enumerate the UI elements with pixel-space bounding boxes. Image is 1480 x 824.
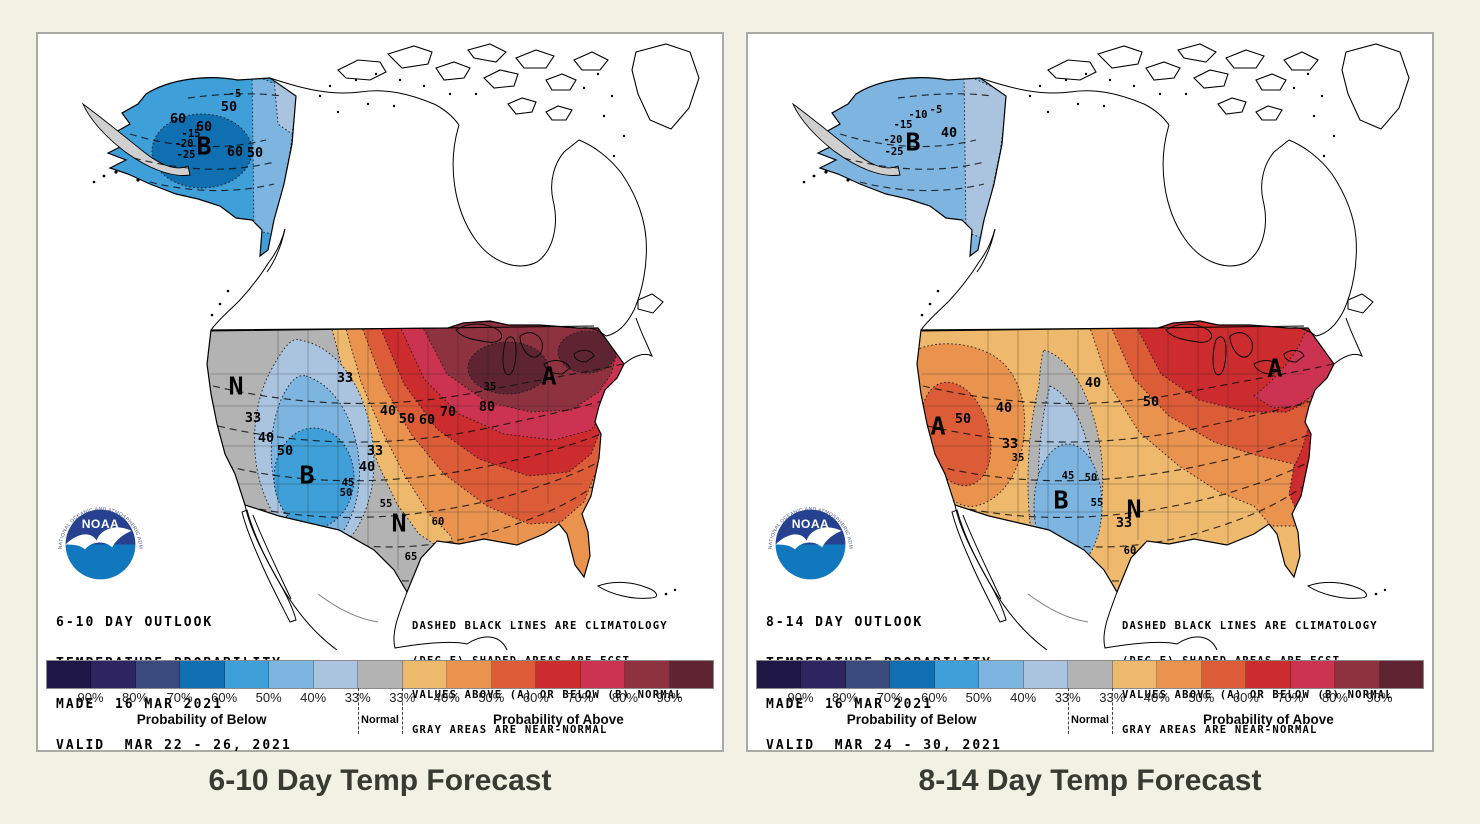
temperature-outlook-map-8-14 — [748, 34, 1432, 656]
colorbar: 90% 80% 70% 60% 50% 40% 33% 33% 40% 50% 60% 70% 80% 9… — [748, 656, 1432, 748]
caption-6-10: 6-10 Day Temp Forecast — [208, 764, 552, 797]
normal-divider-left — [1067, 688, 1069, 734]
colorbar-segment — [269, 661, 314, 688]
colorbar-segment — [1335, 661, 1380, 688]
colorbar-segment — [801, 661, 846, 688]
colorbar-segment — [625, 661, 670, 688]
colorbar-segment — [890, 661, 935, 688]
seagull-icon — [775, 527, 842, 550]
colorbar: 90% 80% 70% 60% 50% 40% 33% 33% 40% 50% 60% 70% 80% 9… — [38, 656, 722, 748]
temperature-outlook-map-6-10 — [38, 34, 722, 656]
colorbar-tick-label: 70% — [166, 690, 193, 705]
forecast-panel-6-10: -5 50 60 60 -15 -20 -25 B 60 50 N 33 40 50 60 70 80 35 A 33… — [36, 32, 724, 753]
colorbar-tick-label: 40% — [1143, 690, 1170, 705]
probability-below-label: Probability of Below — [846, 712, 977, 727]
colorbar-captions: Probability of Below Normal Probability … — [756, 712, 1424, 732]
colorbar-tick-label: 90% — [787, 690, 814, 705]
colorbar-segments — [756, 660, 1424, 689]
colorbar-tick-label: 70% — [1277, 690, 1304, 705]
map-8-14: -10 -5 -15 -20 -25 B 40 A 50 40 33 35 40 50 B 45 50 55 N 33… — [748, 34, 1432, 753]
colorbar-tick-label: 40% — [1010, 690, 1037, 705]
normal-divider-left — [357, 688, 359, 734]
colorbar-segment — [1157, 661, 1202, 688]
outlook-valid-date: VALID MAR 24 - 30, 2021 — [766, 738, 1002, 754]
alaska-region-fills — [818, 77, 1006, 257]
probability-above-label: Probability of Above — [1202, 712, 1334, 727]
colorbar-segment — [757, 661, 802, 688]
colorbar-tick-label: 60% — [522, 690, 549, 705]
normal-divider-right — [1112, 688, 1114, 734]
colorbar-segment — [1290, 661, 1336, 688]
colorbar-segment — [1068, 661, 1113, 688]
colorbar-captions: Probability of Below Normal Probability … — [46, 712, 714, 732]
outlook-made-date: MADE 16 MAR 2021 — [766, 697, 934, 713]
outlook-valid-date: VALID MAR 22 - 26, 2021 — [56, 738, 292, 754]
colorbar-tick-label: 60% — [211, 690, 238, 705]
colorbar-segment — [180, 661, 225, 688]
colorbar-tick-label: 40% — [433, 690, 460, 705]
probability-below-label: Probability of Below — [136, 712, 267, 727]
colorbar-tick-label: 50% — [255, 690, 282, 705]
colorbar-tick-label: 90% — [656, 690, 683, 705]
svg-text:NOAA: NOAA — [82, 517, 120, 531]
svg-text:NOAA: NOAA — [792, 517, 830, 531]
colorbar-tick-labels: 90% 80% 70% 60% 50% 40% 33% 33% 40% 50% 60% 70% 80% 9… — [756, 690, 1424, 706]
colorbar-tick-label: 80% — [122, 690, 149, 705]
colorbar-segment — [536, 661, 581, 688]
colorbar-segment — [1246, 661, 1291, 688]
colorbar-tick-label: 50% — [1188, 690, 1215, 705]
colorbar-segment — [580, 661, 626, 688]
colorbar-tick-label: 80% — [832, 690, 859, 705]
colorbar-segment — [1023, 661, 1069, 688]
forecast-panel-8-14: -10 -5 -15 -20 -25 B 40 A 50 40 33 35 40 50 B 45 50 55 N 33… — [746, 32, 1434, 753]
colorbar-segment — [224, 661, 270, 688]
normal-label: Normal — [361, 714, 399, 726]
colorbar-tick-label: 80% — [611, 690, 638, 705]
caption-8-14: 8-14 Day Temp Forecast — [918, 764, 1262, 797]
colorbar-tick-label: 80% — [1321, 690, 1348, 705]
colorbar-segment — [313, 661, 359, 688]
outlook-title: 6-10 DAY OUTLOOK — [56, 614, 214, 630]
colorbar-tick-label: 60% — [921, 690, 948, 705]
colorbar-tick-label: 40% — [300, 690, 327, 705]
map-6-10: -5 50 60 60 -15 -20 -25 B 60 50 N 33 40 50 60 70 80 35 A 33… — [38, 34, 722, 753]
colorbar-tick-label: 70% — [567, 690, 594, 705]
alaska-region-fills — [108, 77, 296, 257]
outlook-title: 8-14 DAY OUTLOOK — [766, 614, 924, 630]
colorbar-segment — [1112, 661, 1158, 688]
colorbar-tick-label: 90% — [1366, 690, 1393, 705]
normal-label: Normal — [1071, 714, 1109, 726]
colorbar-segment — [447, 661, 492, 688]
outlook-made-date: MADE 16 MAR 2021 — [56, 697, 224, 713]
noaa-logo: NATIONAL OCEANIC AND ATMOSPHERIC ADMINIS… — [760, 492, 859, 593]
conus-region-fills — [207, 321, 624, 592]
colorbar-segment — [47, 661, 92, 688]
colorbar-tick-label: 33% — [344, 690, 371, 705]
colorbar-tick-label: 50% — [965, 690, 992, 705]
colorbar-segment — [845, 661, 891, 688]
colorbar-tick-label: 70% — [876, 690, 903, 705]
colorbar-segment — [135, 661, 181, 688]
normal-divider-right — [402, 688, 404, 734]
colorbar-segment — [91, 661, 136, 688]
colorbar-segment — [934, 661, 980, 688]
colorbar-tick-label: 90% — [77, 690, 104, 705]
colorbar-segment — [1379, 661, 1424, 688]
colorbar-segment — [1201, 661, 1247, 688]
colorbar-segment — [402, 661, 448, 688]
colorbar-tick-labels: 90% 80% 70% 60% 50% 40% 33% 33% 40% 50% 60% 70% 80% 9… — [46, 690, 714, 706]
colorbar-segment — [358, 661, 403, 688]
noaa-logo: NATIONAL OCEANIC AND ATMOSPHERIC ADMINIS… — [50, 492, 149, 593]
colorbar-segment — [979, 661, 1024, 688]
colorbar-tick-label: 50% — [478, 690, 505, 705]
colorbar-segment — [669, 661, 714, 688]
probability-above-label: Probability of Above — [492, 712, 624, 727]
colorbar-segments — [46, 660, 714, 689]
colorbar-tick-label: 60% — [1232, 690, 1259, 705]
seagull-icon — [65, 527, 132, 550]
colorbar-tick-label: 33% — [1054, 690, 1081, 705]
colorbar-segment — [491, 661, 537, 688]
